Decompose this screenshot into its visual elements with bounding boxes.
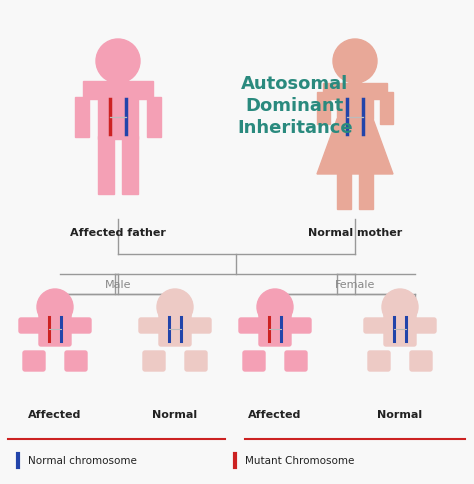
Circle shape [37, 289, 73, 325]
Text: Normal mother: Normal mother [308, 227, 402, 238]
FancyBboxPatch shape [122, 136, 138, 195]
Text: Male: Male [105, 279, 131, 289]
Circle shape [333, 40, 377, 84]
FancyBboxPatch shape [159, 308, 191, 346]
Text: Affected: Affected [28, 409, 82, 419]
FancyBboxPatch shape [259, 308, 291, 346]
FancyBboxPatch shape [147, 98, 161, 138]
FancyBboxPatch shape [412, 318, 436, 333]
Circle shape [382, 289, 418, 325]
FancyBboxPatch shape [187, 318, 211, 333]
FancyBboxPatch shape [239, 318, 263, 333]
FancyBboxPatch shape [287, 318, 311, 333]
FancyBboxPatch shape [98, 136, 114, 195]
FancyBboxPatch shape [23, 351, 45, 371]
FancyBboxPatch shape [243, 351, 265, 371]
FancyBboxPatch shape [83, 82, 153, 100]
FancyBboxPatch shape [19, 318, 43, 333]
Circle shape [257, 289, 293, 325]
FancyBboxPatch shape [317, 93, 330, 125]
Text: Normal: Normal [153, 409, 198, 419]
Text: Mutant Chromosome: Mutant Chromosome [245, 455, 355, 465]
FancyBboxPatch shape [337, 98, 373, 120]
FancyBboxPatch shape [112, 63, 124, 85]
FancyBboxPatch shape [337, 172, 351, 210]
Text: Autosomal
Dominant
Inheritance: Autosomal Dominant Inheritance [237, 75, 353, 137]
Polygon shape [317, 120, 393, 175]
FancyBboxPatch shape [323, 84, 387, 100]
FancyBboxPatch shape [384, 308, 416, 346]
FancyBboxPatch shape [39, 308, 71, 346]
FancyBboxPatch shape [364, 318, 388, 333]
FancyBboxPatch shape [410, 351, 432, 371]
FancyBboxPatch shape [65, 351, 87, 371]
FancyBboxPatch shape [349, 63, 361, 85]
FancyBboxPatch shape [380, 93, 393, 125]
FancyBboxPatch shape [285, 351, 307, 371]
Text: Affected father: Affected father [70, 227, 166, 238]
FancyBboxPatch shape [139, 318, 163, 333]
Circle shape [157, 289, 193, 325]
FancyBboxPatch shape [98, 98, 138, 140]
Text: Normal: Normal [377, 409, 422, 419]
FancyBboxPatch shape [359, 172, 373, 210]
Text: Normal chromosome: Normal chromosome [28, 455, 137, 465]
Text: Female: Female [335, 279, 375, 289]
Circle shape [96, 40, 140, 84]
Text: Affected: Affected [248, 409, 301, 419]
FancyBboxPatch shape [75, 98, 89, 138]
FancyBboxPatch shape [67, 318, 91, 333]
FancyBboxPatch shape [368, 351, 390, 371]
FancyBboxPatch shape [185, 351, 207, 371]
FancyBboxPatch shape [143, 351, 165, 371]
